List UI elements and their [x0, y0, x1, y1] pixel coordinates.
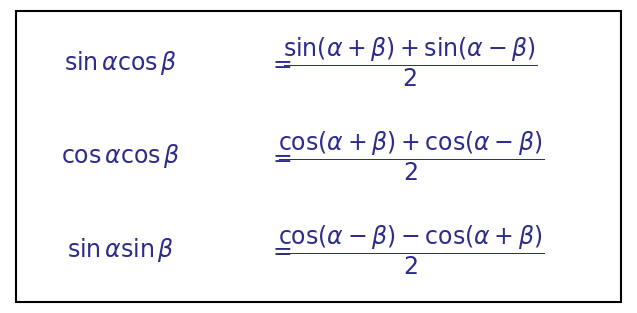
Text: $\sin\alpha\sin\beta$: $\sin\alpha\sin\beta$ [68, 236, 175, 264]
Text: $\dfrac{\sin(\alpha+\beta)+\sin(\alpha-\beta)}{2}$: $\dfrac{\sin(\alpha+\beta)+\sin(\alpha-\… [283, 36, 538, 89]
Text: $=$: $=$ [268, 239, 292, 262]
Text: $\cos\alpha\cos\beta$: $\cos\alpha\cos\beta$ [62, 142, 180, 171]
FancyBboxPatch shape [16, 11, 621, 302]
Text: $\dfrac{\cos(\alpha+\beta)+\cos(\alpha-\beta)}{2}$: $\dfrac{\cos(\alpha+\beta)+\cos(\alpha-\… [278, 130, 544, 183]
Text: $=$: $=$ [268, 51, 292, 74]
Text: $\sin\alpha\cos\beta$: $\sin\alpha\cos\beta$ [64, 49, 178, 77]
Text: $=$: $=$ [268, 145, 292, 168]
Text: $\dfrac{\cos(\alpha-\beta)-\cos(\alpha+\beta)}{2}$: $\dfrac{\cos(\alpha-\beta)-\cos(\alpha+\… [278, 224, 544, 277]
